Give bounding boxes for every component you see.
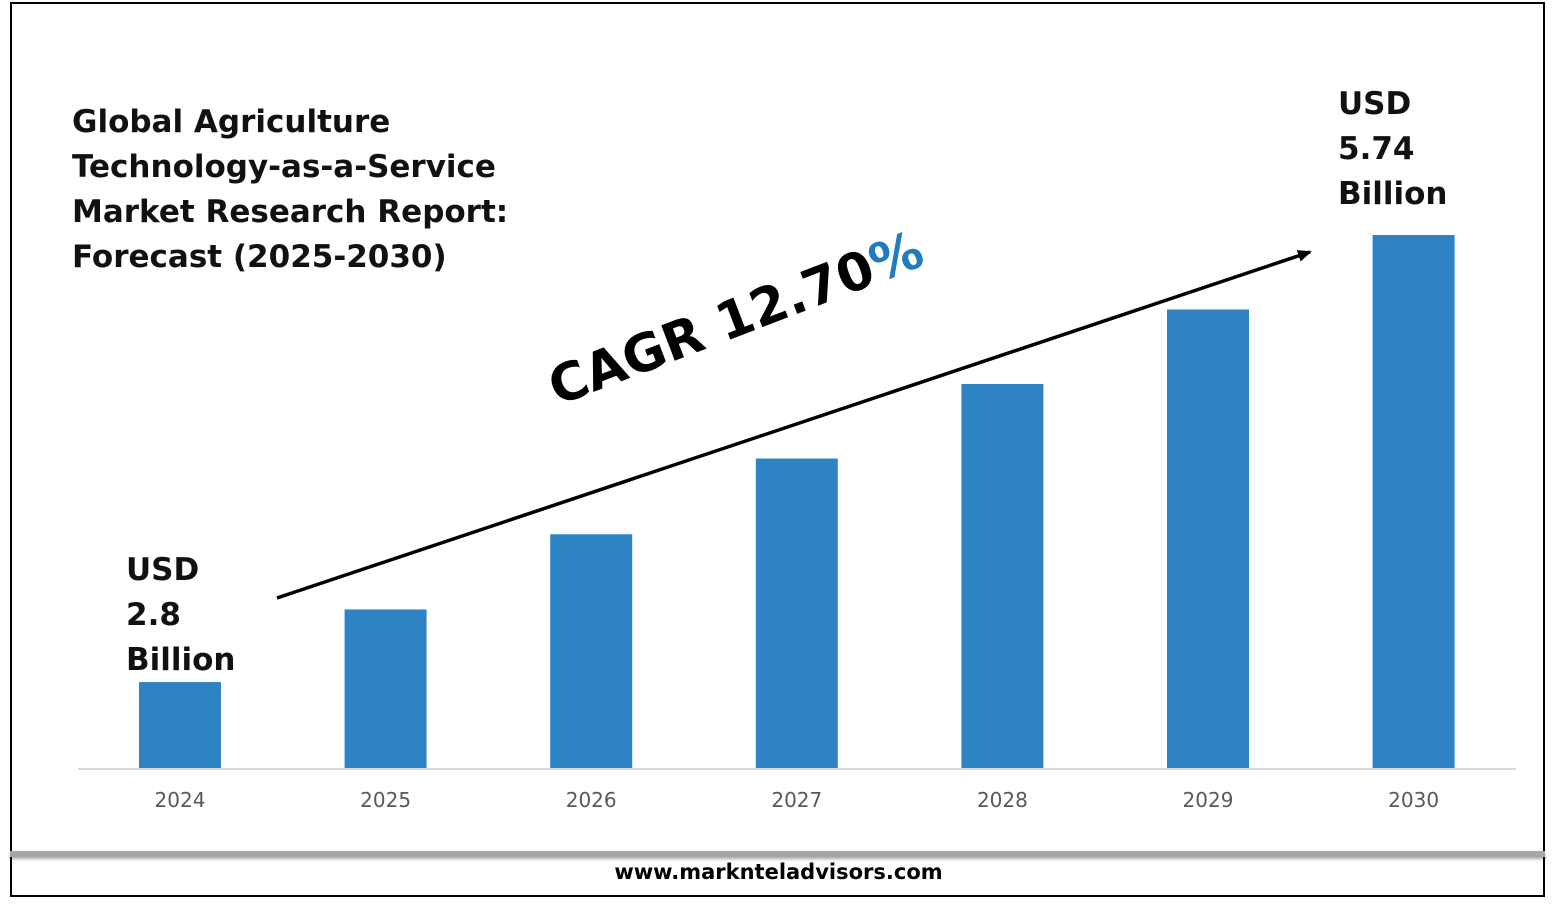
x-tick-label: 2029 <box>1183 788 1234 812</box>
bar-2026 <box>550 534 633 769</box>
footer-divider <box>10 851 1545 857</box>
bar-2028 <box>961 384 1044 769</box>
x-tick-label: 2024 <box>155 788 206 812</box>
x-tick-label: 2026 <box>566 788 617 812</box>
callout-currency: USD <box>1338 86 1412 122</box>
title-line: Technology-as-a-Service <box>72 149 496 185</box>
footer-website: www.marknteladvisors.com <box>614 860 943 884</box>
bar-2024 <box>139 682 221 769</box>
bar-2029 <box>1167 309 1249 769</box>
title-line: Forecast (2025-2030) <box>72 239 447 275</box>
x-tick-label: 2027 <box>771 788 822 812</box>
bar-2025 <box>344 609 427 769</box>
end-value-callout: USD 5.74 Billion <box>1338 82 1448 217</box>
callout-currency: USD <box>126 552 200 588</box>
growth-arrow <box>276 250 1312 600</box>
callout-value: 5.74 <box>1338 131 1415 167</box>
chart-title: Global Agriculture Technology-as-a-Servi… <box>72 100 532 280</box>
x-tick-label: 2030 <box>1388 788 1439 812</box>
title-line: Global Agriculture <box>72 104 391 140</box>
callout-unit: Billion <box>126 642 236 678</box>
bar-2027 <box>755 458 838 769</box>
x-tick-label: 2025 <box>360 788 411 812</box>
x-tick-label: 2028 <box>977 788 1028 812</box>
title-line: Market Research Report: <box>72 194 509 230</box>
bar-2030 <box>1372 235 1455 769</box>
start-value-callout: USD 2.8 Billion <box>126 548 236 683</box>
callout-unit: Billion <box>1338 176 1448 212</box>
callout-value: 2.8 <box>126 597 181 633</box>
